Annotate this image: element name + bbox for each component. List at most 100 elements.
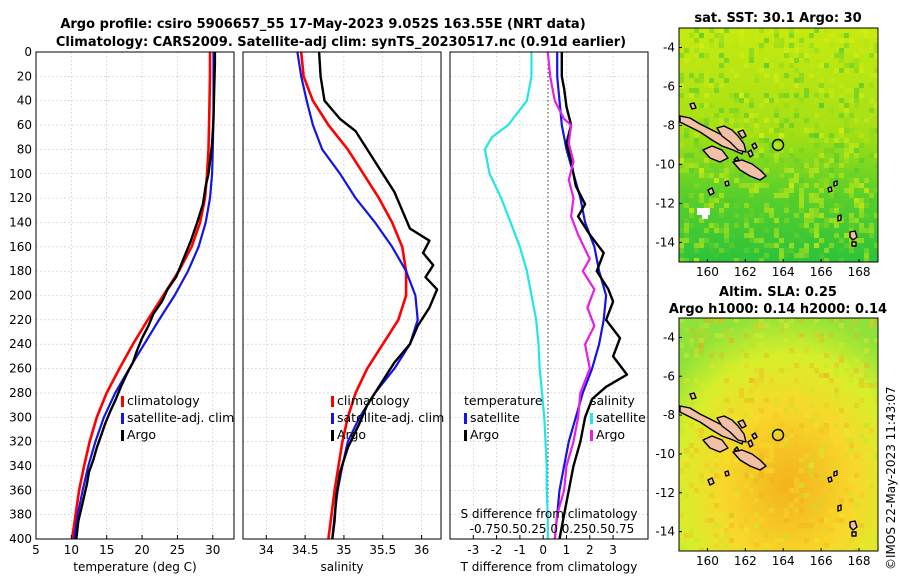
map-pixel	[694, 138, 699, 143]
map-pixel	[814, 228, 819, 233]
map-pixel	[779, 93, 784, 98]
map-x-tick-label: 160	[696, 265, 719, 279]
map-pixel	[684, 378, 689, 383]
map-pixel	[769, 28, 774, 33]
map-pixel	[789, 148, 794, 153]
map-pixel	[829, 488, 834, 493]
map-pixel	[734, 43, 739, 48]
map-pixel	[834, 158, 839, 163]
map-pixel	[834, 53, 839, 58]
map-pixel	[779, 408, 784, 413]
map-pixel	[694, 48, 699, 53]
map-pixel	[754, 123, 759, 128]
map-pixel	[744, 123, 749, 128]
map-pixel	[774, 128, 779, 133]
map-pixel	[739, 228, 744, 233]
map-pixel	[759, 373, 764, 378]
map-pixel	[814, 368, 819, 373]
map-pixel	[869, 233, 874, 238]
map-pixel	[829, 528, 834, 533]
map-pixel	[759, 458, 764, 463]
map-pixel	[874, 48, 878, 53]
map-pixel	[864, 363, 869, 368]
map-pixel	[684, 198, 689, 203]
map-pixel	[734, 258, 739, 262]
map-pixel	[689, 398, 694, 403]
map-pixel	[679, 73, 684, 78]
map-pixel	[859, 523, 864, 528]
map-pixel	[814, 198, 819, 203]
map-pixel	[809, 168, 814, 173]
map-pixel	[819, 498, 824, 503]
map-pixel	[744, 353, 749, 358]
map-pixel	[854, 158, 859, 163]
map-pixel	[714, 163, 719, 168]
map-pixel	[714, 463, 719, 468]
map-pixel	[799, 163, 804, 168]
map-pixel	[809, 143, 814, 148]
map-pixel	[769, 208, 774, 213]
legend-swatch	[331, 413, 334, 424]
map-pixel	[699, 168, 704, 173]
map-pixel	[869, 428, 874, 433]
map-pixel	[854, 328, 859, 333]
map-pixel	[829, 548, 834, 551]
island-outline	[837, 504, 842, 512]
map-pixel	[854, 93, 859, 98]
map-pixel	[744, 148, 749, 153]
map-pixel	[829, 218, 834, 223]
map-pixel	[679, 93, 684, 98]
map-pixel	[724, 378, 729, 383]
map-pixel	[739, 523, 744, 528]
map-pixel	[784, 73, 789, 78]
map-pixel	[794, 483, 799, 488]
map-x-tick-label: 166	[810, 265, 833, 279]
map-pixel	[789, 123, 794, 128]
map-pixel	[744, 363, 749, 368]
map-pixel	[824, 138, 829, 143]
map-pixel	[804, 468, 809, 473]
map-pixel	[839, 548, 844, 551]
map-pixel	[724, 453, 729, 458]
figure-title-line2: Climatology: CARS2009. Satellite-adj cli…	[56, 35, 626, 50]
map-pixel	[744, 333, 749, 338]
map-pixel	[784, 98, 789, 103]
map-pixel	[854, 238, 859, 243]
map-pixel	[709, 223, 714, 228]
map-pixel	[784, 508, 789, 513]
map-pixel	[754, 73, 759, 78]
map-pixel	[699, 118, 704, 123]
map-pixel	[709, 413, 714, 418]
map-pixel	[749, 228, 754, 233]
map-pixel	[804, 523, 809, 528]
map-pixel	[784, 208, 789, 213]
salinity-legend: climatology satellite-adj. clim Argo	[331, 393, 444, 442]
map-pixel	[844, 388, 849, 393]
map-pixel	[774, 143, 779, 148]
map-pixel	[764, 98, 769, 103]
map-pixel	[679, 228, 684, 233]
map-pixel	[824, 373, 829, 378]
map-pixel	[859, 368, 864, 373]
map-pixel	[844, 148, 849, 153]
map-pixel	[764, 443, 769, 448]
map-pixel	[739, 363, 744, 368]
map-pixel	[824, 423, 829, 428]
map-pixel	[719, 493, 724, 498]
map-pixel	[814, 333, 819, 338]
map-pixel	[694, 78, 699, 83]
map-pixel	[809, 63, 814, 68]
map-pixel	[804, 168, 809, 173]
map-pixel	[844, 158, 849, 163]
x-tick-label: 3	[609, 543, 617, 557]
map-pixel	[784, 548, 789, 551]
map-pixel	[754, 188, 759, 193]
map-pixel	[684, 238, 689, 243]
map-pixel	[764, 353, 769, 358]
map-pixel	[769, 328, 774, 333]
map-pixel	[794, 363, 799, 368]
map-pixel	[874, 33, 878, 38]
map-pixel	[679, 78, 684, 83]
map-pixel	[844, 63, 849, 68]
map-pixel	[739, 393, 744, 398]
